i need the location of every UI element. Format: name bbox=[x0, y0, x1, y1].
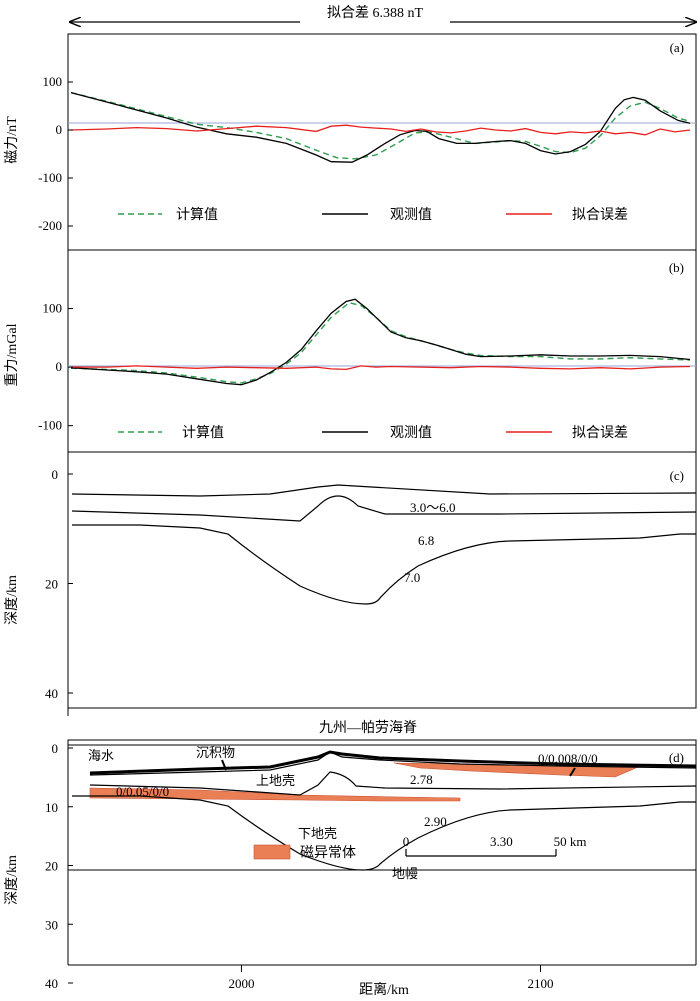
legend-b-calc: 计算值 bbox=[182, 425, 224, 441]
label-lower-crust: 下地壳 bbox=[298, 826, 337, 841]
label-sediment: 沉积物 bbox=[196, 745, 235, 760]
panel-d-ytick-label: 20 bbox=[45, 859, 58, 874]
sediment-pointer bbox=[221, 759, 227, 771]
panel-d-ytick-label: 10 bbox=[45, 800, 58, 815]
panel-d-ytick-label: 0 bbox=[52, 741, 59, 756]
panel-a-ytick-label: -200 bbox=[38, 218, 62, 233]
body-right-pointer bbox=[569, 767, 576, 777]
panel-a-ytick-label: 0 bbox=[56, 122, 63, 137]
panel-b-letter: (b) bbox=[669, 260, 684, 275]
label-rho-330: 3.30 bbox=[490, 834, 513, 849]
label-rho-278: 2.78 bbox=[410, 772, 433, 787]
panel-a-series-obs bbox=[70, 91, 691, 163]
panel-c-ytick-label: 0 bbox=[52, 467, 59, 482]
magnetic-body-left bbox=[89, 787, 461, 802]
scale-bar-start: 0 bbox=[403, 834, 410, 849]
panel-d-seafloor bbox=[89, 750, 697, 775]
legend-b-obs: 观测值 bbox=[390, 425, 432, 441]
panel-b-frame bbox=[67, 249, 697, 453]
panel-a-letter: (a) bbox=[670, 40, 684, 55]
panel-d-frame bbox=[67, 739, 697, 871]
panel-a-ylabel: 磁力/nT bbox=[4, 116, 20, 164]
panel-c-label-70: 7.0 bbox=[404, 570, 420, 585]
label-upper-crust: 上地壳 bbox=[256, 773, 295, 788]
legend-a-calc: 计算值 bbox=[176, 207, 218, 223]
panel-d-xlabel: 距离/km bbox=[359, 981, 409, 998]
panel-d-letter: (d) bbox=[669, 750, 684, 765]
label-mantle: 地幔 bbox=[392, 866, 418, 881]
panel-c-moho-line bbox=[72, 524, 696, 605]
legend-mag-body: 磁异常体 bbox=[300, 845, 356, 861]
panel-c-ylabel: 深度/km bbox=[4, 575, 20, 625]
panel-d-xtick-label: 2100 bbox=[527, 976, 553, 991]
panel-d-ylabel: 深度/km bbox=[4, 855, 20, 905]
panel-a: -200 -100 0 100 (a) 磁力/nT 计算值 观测值 拟合误差 bbox=[4, 33, 697, 251]
panel-c: 0 20 40 (c) 3.0～6.0 6.8 7.0 深度/km bbox=[4, 451, 697, 716]
fit-diff-label: 拟合差 6.388 nT bbox=[327, 5, 423, 21]
panel-b-series-obs bbox=[70, 298, 691, 386]
panel-c-frame bbox=[67, 451, 697, 709]
panel-c-label-68: 6.8 bbox=[418, 533, 434, 548]
label-rho-290: 2.90 bbox=[424, 814, 447, 829]
panel-b-ytick-label: -100 bbox=[38, 418, 62, 433]
panel-a-ytick-label: -100 bbox=[38, 170, 62, 185]
panel-c-letter: (c) bbox=[670, 468, 684, 483]
panel-d-ytick-label: 30 bbox=[45, 917, 58, 932]
label-seawater: 海水 bbox=[88, 748, 114, 763]
panel-b-series-calc bbox=[70, 301, 691, 384]
legend-a-obs: 观测值 bbox=[390, 207, 432, 223]
panel-d-upper-crust-base bbox=[89, 771, 697, 796]
panel-a-series-err bbox=[70, 124, 691, 136]
label-body-right: 0/0.008/0/0 bbox=[538, 751, 598, 766]
panel-c-label-sed: 3.0～6.0 bbox=[410, 500, 456, 515]
legend-mag-body-swatch bbox=[253, 844, 291, 860]
legend-a-err: 拟合误差 bbox=[572, 207, 628, 223]
panel-b-ytick-label: 100 bbox=[43, 301, 63, 316]
panel-b-ytick-label: 0 bbox=[56, 359, 63, 374]
panel-a-series-calc bbox=[70, 91, 691, 160]
panel-c-ytick-label: 20 bbox=[45, 577, 58, 592]
panel-b-ylabel: 重力/mGal bbox=[4, 323, 20, 386]
panel-c-ytick-label: 40 bbox=[45, 686, 58, 701]
panel-d-ytick-label: 40 bbox=[45, 976, 58, 991]
panel-c-seafloor-line bbox=[71, 484, 697, 497]
label-body-left: 0/0.05/0/0 bbox=[116, 784, 169, 799]
scale-bar-end: 50 km bbox=[554, 834, 587, 849]
panel-d-title: 九州—帕劳海脊 bbox=[319, 720, 417, 736]
legend-b-err: 拟合误差 bbox=[572, 425, 628, 441]
panel-d-xtick-label: 2000 bbox=[228, 976, 254, 991]
panel-c-upper-crust-base bbox=[71, 495, 697, 522]
panel-d: 九州—帕劳海脊 0 10 20 30 40 2000 2100 (d) 海水 沉积物 上地壳… bbox=[4, 720, 697, 998]
panel-d-moho bbox=[72, 795, 696, 871]
panel-b: -100 0 100 (b) 重力/mGal 计算值 观测值 拟合误差 bbox=[4, 249, 697, 453]
panel-a-ytick-label: 100 bbox=[43, 74, 63, 89]
panel-b-series-err bbox=[71, 365, 691, 371]
